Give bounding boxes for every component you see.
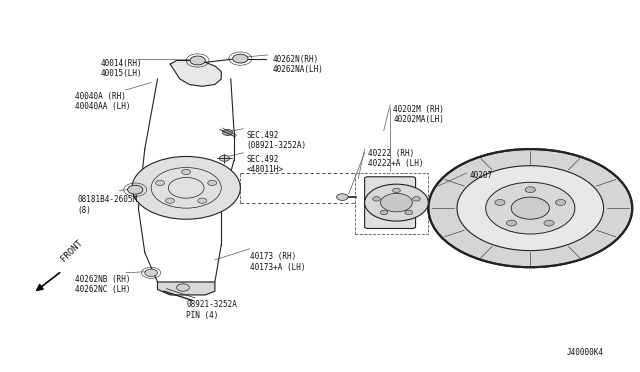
Polygon shape [170, 61, 221, 86]
Circle shape [182, 169, 191, 174]
Circle shape [380, 210, 388, 215]
Circle shape [544, 220, 554, 226]
Circle shape [132, 157, 241, 219]
Text: 40222 (RH)
40222+A (LH): 40222 (RH) 40222+A (LH) [368, 149, 423, 169]
Circle shape [428, 149, 632, 267]
Circle shape [556, 199, 566, 205]
Circle shape [127, 185, 143, 194]
Text: 40173 (RH)
40173+A (LH): 40173 (RH) 40173+A (LH) [250, 253, 305, 272]
Text: J40000K4: J40000K4 [566, 349, 604, 357]
Circle shape [365, 184, 428, 221]
Circle shape [457, 166, 604, 251]
Text: 40040A (RH)
40040AA (LH): 40040A (RH) 40040AA (LH) [75, 92, 130, 111]
Text: 40262N(RH)
40262NA(LH): 40262N(RH) 40262NA(LH) [272, 55, 323, 74]
Circle shape [511, 197, 549, 219]
Text: 40207: 40207 [470, 171, 493, 180]
Circle shape [393, 188, 400, 193]
Circle shape [166, 198, 175, 203]
Circle shape [413, 197, 420, 201]
Circle shape [486, 182, 575, 234]
Text: 08921-3252A
PIN (4): 08921-3252A PIN (4) [186, 301, 237, 320]
Text: FRONT: FRONT [59, 238, 84, 263]
Circle shape [220, 155, 230, 161]
Circle shape [208, 180, 217, 186]
Text: 40202M (RH)
40202MA(LH): 40202M (RH) 40202MA(LH) [394, 105, 444, 124]
Circle shape [190, 56, 205, 65]
Polygon shape [157, 282, 215, 295]
Circle shape [156, 180, 164, 186]
Circle shape [405, 210, 413, 215]
Circle shape [506, 220, 516, 226]
Text: SEC.492
<48011H>: SEC.492 <48011H> [246, 155, 284, 174]
Circle shape [525, 187, 536, 193]
Circle shape [372, 197, 380, 201]
Bar [355, 173, 428, 234]
Text: 40014(RH)
40015(LH): 40014(RH) 40015(LH) [100, 59, 142, 78]
Text: 40262NB (RH)
40262NC (LH): 40262NB (RH) 40262NC (LH) [75, 275, 130, 294]
Circle shape [177, 284, 189, 291]
Circle shape [381, 193, 412, 212]
Circle shape [223, 129, 233, 135]
Text: SEC.492
(08921-3252A): SEC.492 (08921-3252A) [246, 131, 307, 150]
Text: 08181B4-2605M
(8): 08181B4-2605M (8) [78, 195, 138, 215]
FancyBboxPatch shape [365, 177, 415, 228]
Circle shape [495, 199, 505, 205]
Circle shape [337, 194, 348, 201]
Circle shape [198, 198, 207, 203]
Circle shape [145, 269, 157, 276]
Circle shape [233, 54, 248, 63]
